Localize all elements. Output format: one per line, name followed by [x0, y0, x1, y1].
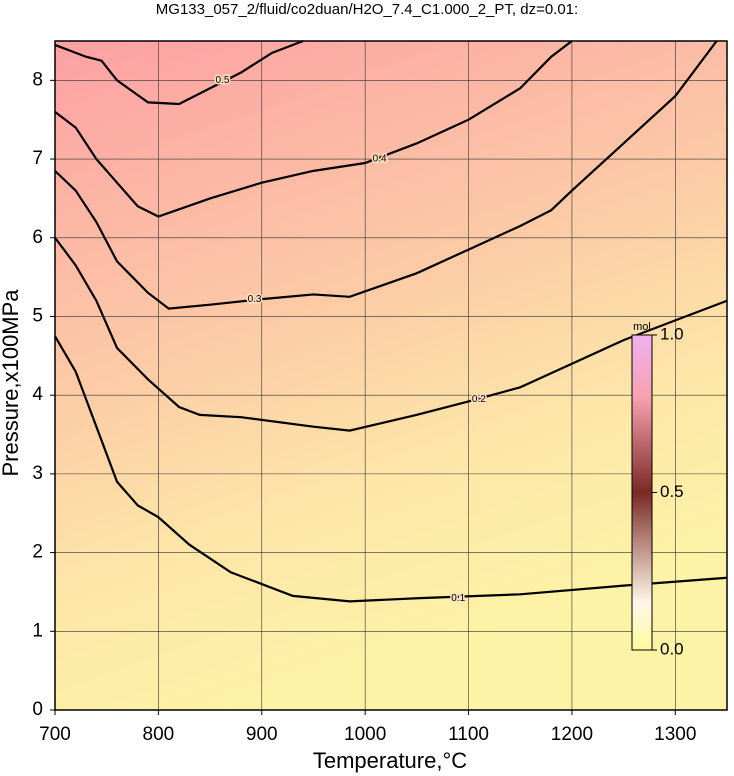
colorbar [631, 334, 653, 651]
x-tick-label: 1200 [551, 724, 593, 745]
y-axis-label: Pressure,x100MPa [0, 289, 23, 477]
y-tick-label: 8 [32, 69, 43, 90]
x-tick-label: 1100 [448, 724, 489, 745]
contour-line [54, 335, 728, 603]
y-tick-label: 6 [32, 227, 43, 248]
contour-label: 0.2 [472, 394, 486, 405]
colorbar-tick-label: 0.0 [660, 639, 684, 658]
x-tick-label: 1300 [654, 724, 696, 745]
y-tick-label: 7 [32, 148, 43, 169]
plot-frame [54, 40, 728, 711]
contour-label: 0.1 [451, 593, 465, 604]
chart-title: MG133_057_2/fluid/co2duan/H2O_7.4_C1.000… [156, 1, 578, 18]
y-tick-label: 1 [32, 620, 43, 641]
contour-line [54, 237, 728, 432]
contour-line [54, 40, 573, 218]
contour-line [54, 39, 304, 106]
x-tick-label: 1000 [344, 724, 386, 745]
y-tick-label: 4 [32, 384, 43, 405]
y-tick-label: 0 [32, 699, 43, 720]
colorbar-tick-label: 1.0 [660, 324, 684, 343]
x-axis-label: Temperature,°C [313, 748, 467, 773]
contour-label: 0.4 [373, 154, 387, 165]
x-tick-label: 700 [39, 724, 71, 745]
contour-label: 0.5 [216, 75, 230, 86]
x-tick-label: 900 [246, 724, 278, 745]
colorbar-unit: mol [633, 321, 651, 333]
y-tick-label: 3 [32, 463, 43, 484]
contour-line [54, 40, 718, 310]
x-tick-label: 800 [143, 724, 175, 745]
y-tick-label: 5 [32, 305, 43, 326]
y-tick-label: 2 [32, 542, 43, 563]
colorbar-tick-label: 0.5 [660, 482, 684, 501]
contour-label: 0.3 [248, 294, 262, 305]
